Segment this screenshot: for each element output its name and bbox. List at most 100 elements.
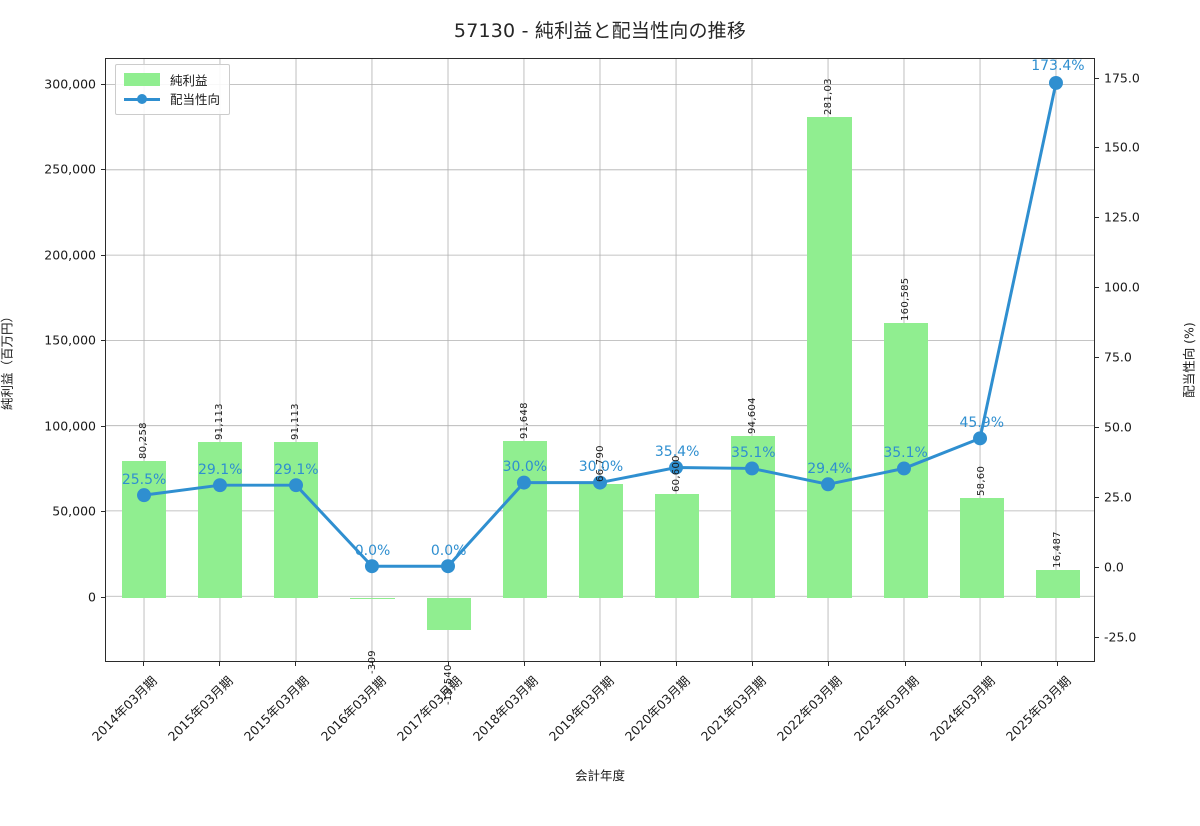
- x-tick-mark: [828, 662, 830, 666]
- y-tick-left: 300,000: [44, 76, 96, 92]
- x-tick-label: 2025年03月期: [1002, 673, 1074, 744]
- bar-series-layer: [106, 59, 1094, 661]
- bar-value-label: 58,60: [975, 465, 987, 496]
- bar-value-label: 80,258: [138, 421, 150, 459]
- x-tick-label: 2016年03月期: [317, 673, 389, 744]
- line-value-label: 35.4%: [654, 443, 700, 460]
- x-tick-mark: [447, 662, 449, 666]
- y-tick-mark-right: [1095, 217, 1099, 219]
- y-tick-mark-right: [1095, 77, 1099, 79]
- y-tick-right: 100.0: [1104, 279, 1140, 295]
- y-tick-mark-left: [101, 83, 105, 85]
- line-value-label: 30.0%: [578, 459, 624, 476]
- line-value-label: 30.0%: [502, 459, 548, 476]
- bar-value-label: 91,113: [290, 403, 302, 441]
- x-tick-mark: [295, 662, 297, 666]
- x-tick-label: 2018年03月期: [469, 673, 541, 744]
- bar-11: [959, 497, 1004, 598]
- x-tick-mark: [219, 662, 221, 666]
- line-value-label: 45.9%: [959, 414, 1005, 431]
- y-tick-left: 50,000: [52, 503, 96, 519]
- line-value-label: 29.1%: [274, 461, 319, 478]
- x-tick-label: 2017年03月期: [393, 673, 465, 744]
- x-tick-label: 2021年03月期: [698, 673, 770, 744]
- y-tick-left: 200,000: [44, 247, 96, 263]
- bar-5: [502, 441, 547, 598]
- x-tick-label: 2024年03月期: [926, 673, 998, 744]
- legend-item-net-income: 純利益: [124, 70, 220, 89]
- x-tick-label: 2023年03月期: [850, 673, 922, 744]
- bar-6: [578, 483, 624, 598]
- x-tick-mark: [676, 662, 678, 666]
- x-tick-label: 2015年03月期: [165, 673, 236, 744]
- bar-12: [1035, 569, 1080, 598]
- x-tick-label: 2014年03月期: [88, 673, 160, 744]
- bar-value-label: 160,585: [899, 277, 911, 322]
- bar-value-label: 16,487: [1051, 530, 1063, 568]
- line-value-label: 0.0%: [354, 542, 391, 559]
- y-tick-mark-right: [1095, 566, 1099, 568]
- x-tick-label: 2022年03月期: [774, 673, 846, 744]
- legend-line-marker-icon: [124, 92, 160, 105]
- y-tick-left: 100,000: [44, 418, 96, 434]
- y-tick-right: 25.0: [1104, 489, 1132, 505]
- data-labels-layer: 80,25891,11391,113-309-18,54091,64866,79…: [106, 58, 1094, 705]
- x-tick-label: 2020年03月期: [622, 673, 693, 744]
- y-tick-right: 75.0: [1104, 349, 1132, 365]
- legend-label: 配当性向: [170, 92, 221, 107]
- y-tick-mark-right: [1095, 427, 1099, 429]
- y-tick-left: 150,000: [44, 332, 96, 348]
- y-tick-mark-left: [101, 596, 105, 598]
- y-tick-mark-right: [1095, 497, 1099, 499]
- y-tick-right: 50.0: [1104, 419, 1132, 435]
- chart-title: 57130 - 純利益と配当性向の推移: [453, 20, 747, 42]
- y-tick-right: 125.0: [1104, 209, 1140, 225]
- line-value-label: 35.1%: [731, 444, 776, 461]
- x-tick-mark: [600, 662, 601, 666]
- bar-value-label: 281,03: [823, 78, 835, 116]
- y-tick-right: 175.0: [1104, 70, 1140, 86]
- y-tick-mark-left: [101, 169, 105, 171]
- bar-value-label: 91,113: [214, 403, 226, 441]
- y-tick-mark-right: [1095, 357, 1099, 359]
- y-tick-mark-left: [101, 425, 105, 427]
- x-tick-mark: [371, 662, 373, 666]
- y-axis-label-left: 純利益（百万円）: [0, 309, 15, 411]
- x-tick-mark: [1056, 662, 1058, 666]
- line-series-layer: [106, 59, 1094, 661]
- x-tick-label: 2015年03月期: [241, 673, 313, 744]
- y-tick-mark-right: [1095, 147, 1099, 149]
- y-tick-mark-left: [101, 511, 105, 513]
- y-tick-mark-right: [1095, 287, 1099, 289]
- line-value-label: 29.4%: [807, 460, 852, 477]
- x-tick-mark: [523, 662, 525, 666]
- x-tick-label: 2019年03月期: [545, 673, 617, 744]
- legend-label: 純利益: [170, 73, 208, 88]
- y-tick-right: 0.0: [1104, 559, 1124, 575]
- bar-value-label: 94,604: [747, 397, 759, 435]
- y-axis-label-right: 配当性向 (%): [1181, 322, 1197, 398]
- x-tick-mark: [752, 662, 754, 666]
- legend-item-payout-ratio: 配当性向: [124, 89, 220, 108]
- bar-1: [198, 442, 243, 598]
- y-tick-mark-right: [1095, 636, 1099, 638]
- line-value-label: 35.1%: [883, 444, 928, 461]
- plot-area: 80,25891,11391,113-309-18,54091,64866,79…: [105, 58, 1095, 705]
- y-tick-right: 150.0: [1104, 139, 1140, 155]
- y-tick-right: -25.0: [1104, 629, 1137, 645]
- y-tick-mark-left: [101, 340, 105, 342]
- bar-9: [807, 117, 852, 598]
- x-tick-mark: [143, 662, 145, 666]
- x-tick-mark: [980, 662, 982, 666]
- x-tick-mark: [904, 662, 906, 666]
- y-tick-mark-left: [101, 254, 105, 256]
- y-tick-left: 0: [88, 589, 96, 605]
- bar-2: [274, 442, 319, 598]
- bar-4: [426, 597, 471, 630]
- chart-legend: 純利益 配当性向: [115, 64, 231, 115]
- line-value-label: 29.1%: [197, 461, 243, 478]
- chart-figure: 57130 - 純利益と配当性向の推移 純利益（百万円） 配当性向 (%) 会計…: [0, 20, 1197, 783]
- line-value-label: 173.4%: [1031, 58, 1085, 75]
- line-value-label: 0.0%: [430, 542, 467, 559]
- y-tick-left: 250,000: [44, 161, 96, 177]
